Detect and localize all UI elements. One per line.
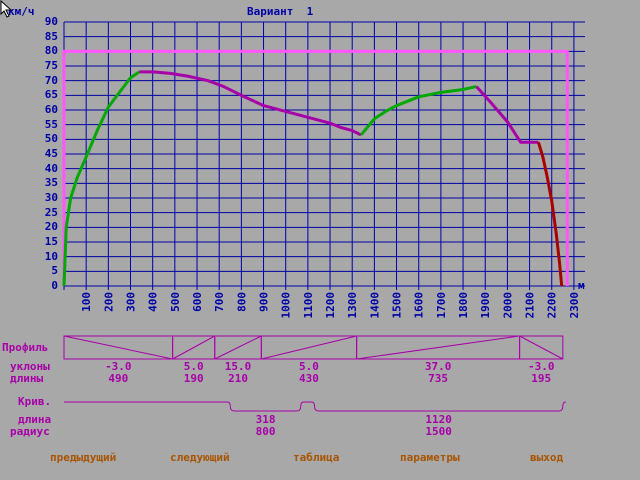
x-tick-label: 1600 xyxy=(413,292,426,319)
params-button[interactable]: параметры xyxy=(400,451,460,464)
x-tick-label: 300 xyxy=(125,292,138,312)
slopes-label: уклоны xyxy=(10,360,50,373)
x-tick-label: 1300 xyxy=(346,292,359,319)
y-tick-label: 40 xyxy=(44,161,58,175)
y-tick-label: 85 xyxy=(44,29,58,43)
y-tick-label: 55 xyxy=(44,117,58,131)
y-tick-label: 70 xyxy=(44,73,58,87)
profile-slope-value: 5.0 xyxy=(299,360,319,373)
curves-line xyxy=(64,401,566,412)
curve-radius-label: радиус xyxy=(10,425,50,438)
curve-length-value: 318 xyxy=(255,413,276,426)
speed-series-0 xyxy=(62,70,141,287)
y-tick-label: 45 xyxy=(44,147,58,160)
x-tick-label: 200 xyxy=(102,292,115,312)
profile-slope-line xyxy=(261,335,357,360)
profile-length-value: 430 xyxy=(299,372,319,385)
x-tick-label: 1700 xyxy=(435,292,448,319)
x-tick-label: 500 xyxy=(169,292,182,312)
next-button[interactable]: следующий xyxy=(170,451,230,464)
y-tick-label: 0 xyxy=(51,279,58,292)
y-tick-label: 90 xyxy=(44,15,58,28)
profile-slope-line xyxy=(214,335,262,360)
y-tick-label: 35 xyxy=(44,176,58,190)
y-tick-label: 25 xyxy=(44,205,58,219)
x-tick-label: 2300 xyxy=(568,292,581,319)
profile-length-value: 490 xyxy=(108,372,129,385)
y-tick-label: 60 xyxy=(44,103,58,116)
exit-button[interactable]: выход xyxy=(530,451,564,464)
profile-length-value: 190 xyxy=(183,372,204,385)
y-tick-label: 10 xyxy=(44,249,58,263)
profile-slope-value: 37.0 xyxy=(424,360,452,373)
profile-slope-value: -3.0 xyxy=(527,360,555,373)
x-tick-label: 600 xyxy=(191,292,204,312)
x-tick-label: 2200 xyxy=(546,292,559,319)
curve-radius-value: 1500 xyxy=(425,425,452,438)
curve-radius-value: 800 xyxy=(255,425,276,438)
profile-segment xyxy=(519,335,564,360)
profile-length-value: 195 xyxy=(531,372,552,385)
y-tick-label: 5 xyxy=(51,264,58,278)
profile-slope-value: 15.0 xyxy=(224,360,252,373)
profile-slope-value: 5.0 xyxy=(183,360,204,373)
y-tick-label: 65 xyxy=(44,88,58,102)
x-tick-label: 900 xyxy=(258,292,271,312)
curve-length-label: длина xyxy=(18,413,52,426)
lengths-label: длины xyxy=(10,372,44,385)
profile-slope-line xyxy=(519,335,564,360)
y-axis-label: км/ч xyxy=(8,5,35,18)
table-button[interactable]: таблица xyxy=(293,451,340,464)
x-tick-label: 1400 xyxy=(368,292,381,319)
x-tick-label: 1500 xyxy=(391,292,404,319)
page-title: Вариант 1 xyxy=(247,5,314,18)
profile-slope-line xyxy=(356,335,520,360)
curve-length-value: 1120 xyxy=(425,413,452,426)
x-tick-label: 1900 xyxy=(479,292,492,319)
profile-slope-line xyxy=(172,335,215,360)
y-tick-label: 75 xyxy=(44,59,58,72)
x-tick-label: 1200 xyxy=(324,292,337,319)
x-tick-label: 800 xyxy=(235,292,248,312)
prev-button[interactable]: предыдущий xyxy=(50,451,117,464)
speed-series-3 xyxy=(475,85,539,144)
speed-series-1 xyxy=(139,70,362,137)
y-tick-label: 15 xyxy=(44,235,58,248)
profile-label: Профиль xyxy=(2,341,49,354)
speed-series-2 xyxy=(359,85,477,136)
y-tick-label: 50 xyxy=(44,132,58,146)
profile-length-value: 735 xyxy=(428,372,449,385)
speed-series-4 xyxy=(537,141,564,287)
curves-label: Крив. xyxy=(18,395,52,408)
y-tick-label: 80 xyxy=(44,44,58,58)
profile-slope-value: -3.0 xyxy=(105,360,132,373)
x-tick-label: 2000 xyxy=(501,292,514,319)
x-tick-label: 100 xyxy=(80,292,93,312)
x-tick-label: 1100 xyxy=(302,292,315,319)
x-tick-label: 2100 xyxy=(524,292,537,319)
x-tick-label: 700 xyxy=(213,292,226,312)
arrow-cursor-icon xyxy=(0,0,13,18)
y-tick-label: 30 xyxy=(44,191,58,204)
profile-slope-line xyxy=(63,335,173,360)
speed-limit-line xyxy=(62,49,569,286)
x-tick-label: 1000 xyxy=(280,292,293,319)
x-tick-label: 1800 xyxy=(457,292,470,319)
profile-length-value: 210 xyxy=(228,372,248,385)
y-tick-label: 20 xyxy=(44,220,58,234)
x-tick-label: 400 xyxy=(147,292,160,312)
x-axis-label: м xyxy=(578,279,585,292)
